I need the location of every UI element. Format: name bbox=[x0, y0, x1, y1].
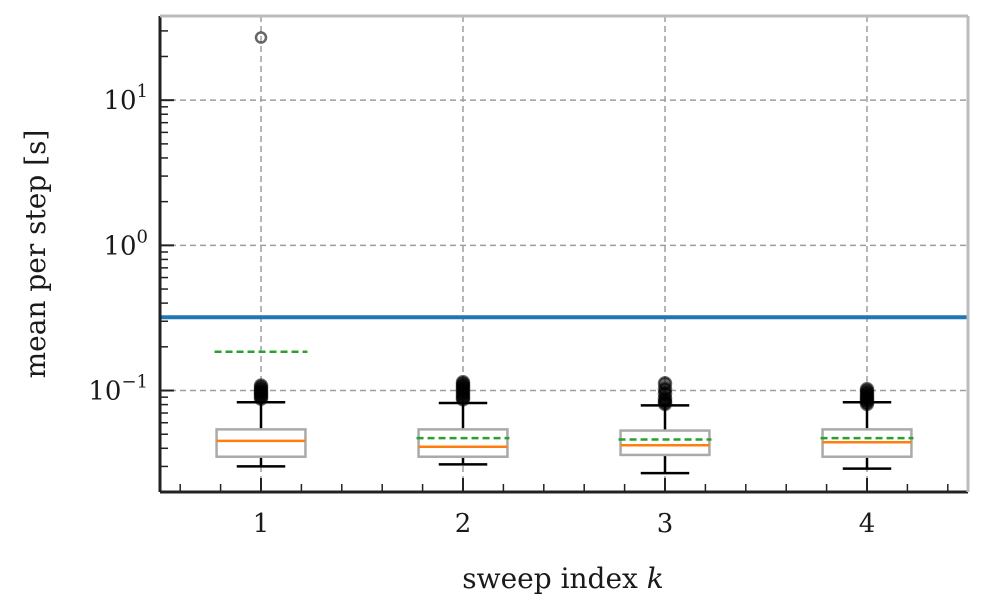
outlier-point bbox=[253, 378, 269, 393]
x-tick-label: 3 bbox=[657, 509, 674, 539]
outlier-point bbox=[859, 382, 875, 397]
boxes-layer bbox=[214, 31, 914, 475]
x-tick-label: 1 bbox=[253, 509, 270, 539]
x-axis-title: sweep index k bbox=[462, 562, 663, 595]
box-1 bbox=[214, 31, 308, 468]
box-4 bbox=[820, 382, 914, 470]
x-tick-label: 2 bbox=[455, 509, 472, 539]
box-2 bbox=[416, 375, 510, 466]
y-tick-label: 10−1 bbox=[88, 372, 148, 407]
y-tick-label: 100 bbox=[103, 226, 148, 261]
y-tick-label: 101 bbox=[103, 81, 148, 116]
outlier-point bbox=[254, 31, 268, 44]
ticks: 101 100 10−1 1 2 3 4 bbox=[88, 30, 949, 539]
x-tick-label: 4 bbox=[859, 509, 876, 539]
axes bbox=[158, 14, 970, 494]
box-iqr bbox=[215, 428, 307, 458]
outlier-point bbox=[455, 375, 471, 390]
y-axis-title: mean per step [s] bbox=[19, 130, 52, 379]
box-3 bbox=[618, 376, 712, 475]
box-iqr bbox=[619, 429, 711, 457]
box-iqr bbox=[417, 428, 509, 458]
grid-lines bbox=[160, 16, 968, 492]
outlier-point bbox=[657, 376, 673, 391]
